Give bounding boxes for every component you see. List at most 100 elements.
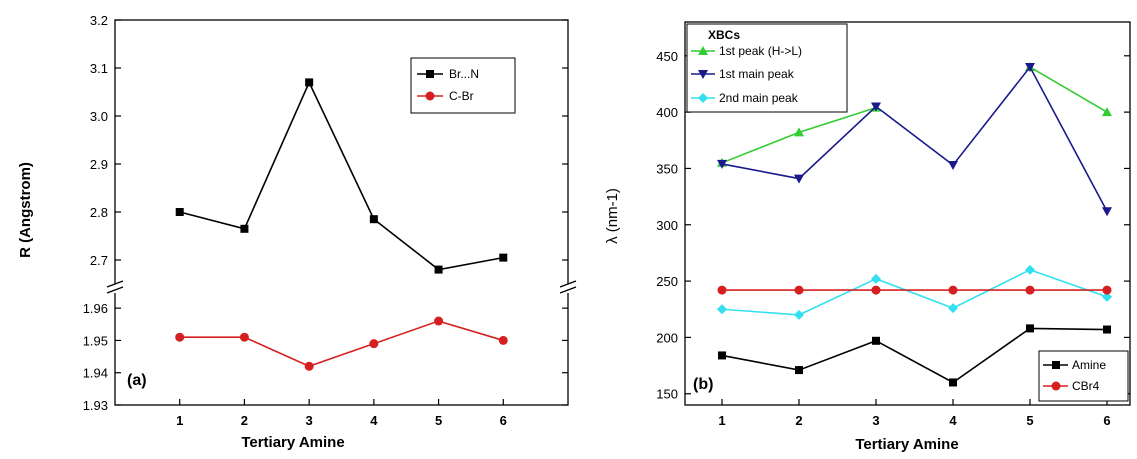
data-point-b2-1 (794, 174, 804, 184)
data-point-b3-2 (871, 273, 881, 284)
y-tick-label-lower-0: 1.93 (83, 398, 108, 413)
y-tick-label-lower-3: 1.96 (83, 301, 108, 316)
y-tick-label-b-2: 250 (656, 274, 678, 289)
y-tick-label-upper-3: 3.0 (90, 109, 108, 124)
data-point-b4-2 (871, 285, 881, 295)
data-point-b3-1 (794, 309, 804, 320)
legend-reference: Amine CBr4 (1038, 350, 1129, 402)
x-tick-label-b-3: 4 (949, 413, 957, 428)
legend-title-xbcs: XBCs (708, 28, 740, 42)
x-tick-label-1: 2 (241, 413, 248, 428)
x-tick-label-2: 3 (306, 413, 313, 428)
legend-label-2nd-main: 2nd main peak (719, 91, 799, 105)
legend-marker-diamond (698, 93, 708, 103)
data-point-b5-3 (949, 378, 957, 387)
y-axis-title-a: R (Angstrom) (17, 162, 34, 258)
series-line-a1 (179, 320, 504, 368)
data-point-b2-5 (1102, 207, 1112, 217)
series-a (175, 78, 508, 371)
data-point-a0-1 (240, 224, 249, 233)
axis-break-a (106, 280, 577, 294)
data-point-b4-5 (1102, 285, 1112, 295)
y-tick-label-b-1: 200 (656, 330, 678, 345)
legend-label-cbr4: CBr4 (1072, 379, 1100, 393)
y-tick-label-lower-1: 1.94 (83, 366, 108, 381)
data-point-b4-0 (717, 285, 727, 295)
data-point-a1-4 (434, 316, 444, 326)
data-point-a1-3 (369, 339, 379, 349)
x-axis-title-b: Tertiary Amine (855, 436, 958, 453)
data-point-b5-2 (872, 336, 880, 345)
series-line-b2 (721, 65, 1108, 212)
legend-a: Br...N C-Br (410, 57, 516, 114)
data-point-b3-5 (1102, 291, 1112, 302)
panel-b: 150 200 250 300 350 400 450 1 2 3 4 5 6 XBCs 1st pe… (604, 21, 1131, 453)
y-ticks-upper-a: 2.7 2.8 2.9 3.0 3.1 3.2 (90, 13, 568, 268)
data-point-b5-4 (1026, 324, 1034, 333)
data-point-a1-5 (498, 335, 508, 345)
data-point-b5-5 (1103, 325, 1111, 334)
data-point-b5-1 (795, 366, 803, 375)
data-point-b3-3 (948, 303, 958, 314)
data-point-a0-3 (369, 215, 378, 224)
legend-marker-cbr4 (1051, 381, 1061, 391)
data-point-a1-0 (175, 332, 185, 342)
legend-marker-triangle-up (698, 46, 708, 55)
y-tick-label-b-5: 400 (656, 105, 678, 120)
data-point-b3-0 (717, 304, 727, 315)
y-tick-label-lower-2: 1.95 (83, 333, 108, 348)
data-point-a0-0 (175, 208, 184, 216)
data-point-b4-4 (1025, 285, 1035, 295)
data-point-b2-0 (717, 159, 727, 169)
legend-marker-circle (425, 91, 435, 101)
x-ticks-a: 1 2 3 4 5 6 (176, 399, 507, 428)
x-tick-label-4: 5 (435, 413, 442, 428)
y-ticks-b: 150 200 250 300 350 400 450 (656, 49, 1130, 402)
legend-marker-triangle-down (698, 70, 708, 79)
data-point-b4-3 (948, 285, 958, 295)
x-tick-label-b-2: 3 (872, 413, 879, 428)
series-b (717, 62, 1112, 387)
data-point-a0-4 (434, 265, 443, 274)
data-point-b3-4 (1025, 264, 1035, 275)
x-tick-label-b-0: 1 (718, 413, 725, 428)
series-line-a0 (179, 80, 504, 271)
y-tick-label-b-6: 450 (656, 49, 678, 64)
x-axis-title-a: Tertiary Amine (241, 434, 344, 451)
x-tick-label-5: 6 (500, 413, 507, 428)
y-axis-title-b: λ (nm-1) (604, 188, 621, 244)
x-tick-label-0: 1 (176, 413, 183, 428)
legend-label-amine: Amine (1072, 358, 1106, 372)
y-tick-label-b-0: 150 (656, 387, 678, 402)
panel-a: 2.7 2.8 2.9 3.0 3.1 3.2 1.93 1.94 1.95 1.96 1 2 3 4… (17, 13, 577, 451)
x-tick-label-3: 4 (370, 413, 378, 428)
series-line-b1 (1029, 66, 1108, 113)
x-tick-label-b-4: 5 (1026, 413, 1033, 428)
data-point-a0-2 (305, 78, 314, 87)
data-point-a0-5 (499, 253, 508, 262)
data-point-b2-2 (871, 102, 881, 112)
x-tick-label-b-1: 2 (795, 413, 802, 428)
x-ticks-b: 1 2 3 4 5 6 (718, 399, 1111, 428)
x-tick-label-b-5: 6 (1103, 413, 1110, 428)
legend-xbcs: XBCs 1st peak (H->L) 1st main peak 2nd m… (686, 23, 848, 113)
data-point-b5-0 (718, 351, 726, 360)
series-line-b3 (721, 268, 1108, 316)
data-point-b0-1 (794, 127, 804, 137)
legend-marker-square (426, 70, 434, 78)
legend-label-1st-main: 1st main peak (719, 67, 795, 81)
legend-marker-amine (1052, 361, 1060, 369)
series-line-b5 (721, 327, 1108, 384)
panel-label-a: (a) (127, 372, 147, 389)
data-point-a1-2 (304, 361, 314, 371)
y-ticks-lower-a: 1.93 1.94 1.95 1.96 (83, 301, 568, 413)
y-tick-label-upper-4: 3.1 (90, 61, 108, 76)
data-point-b2-3 (948, 161, 958, 171)
legend-label-brn: Br...N (449, 67, 479, 81)
data-point-b2-4 (1025, 63, 1035, 73)
data-point-b1-1 (1102, 107, 1112, 117)
y-tick-label-upper-0: 2.7 (90, 253, 108, 268)
legend-label-cbr: C-Br (449, 89, 474, 103)
